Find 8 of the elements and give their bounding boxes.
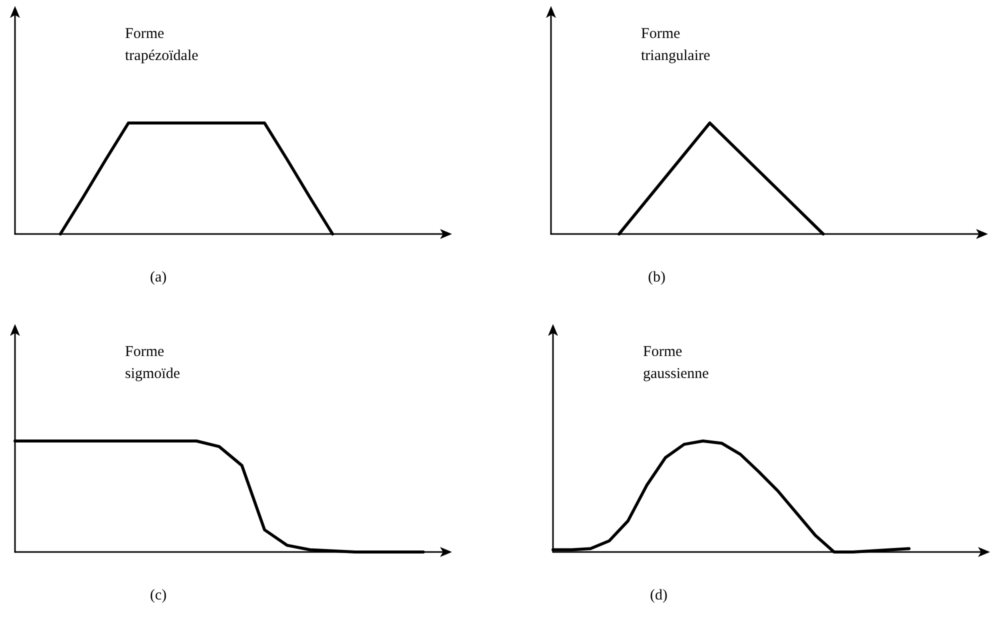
chart-title: Forme gaussienne [643, 344, 710, 382]
chart-title: Forme sigmoïde [125, 344, 180, 382]
chart-title: Forme triangulaire [641, 26, 710, 64]
text: (d) [650, 588, 668, 604]
text: (a) [150, 270, 167, 286]
text: (c) [150, 588, 167, 604]
chart-title: Forme trapézoïdale [125, 26, 199, 64]
text: (b) [648, 270, 666, 286]
